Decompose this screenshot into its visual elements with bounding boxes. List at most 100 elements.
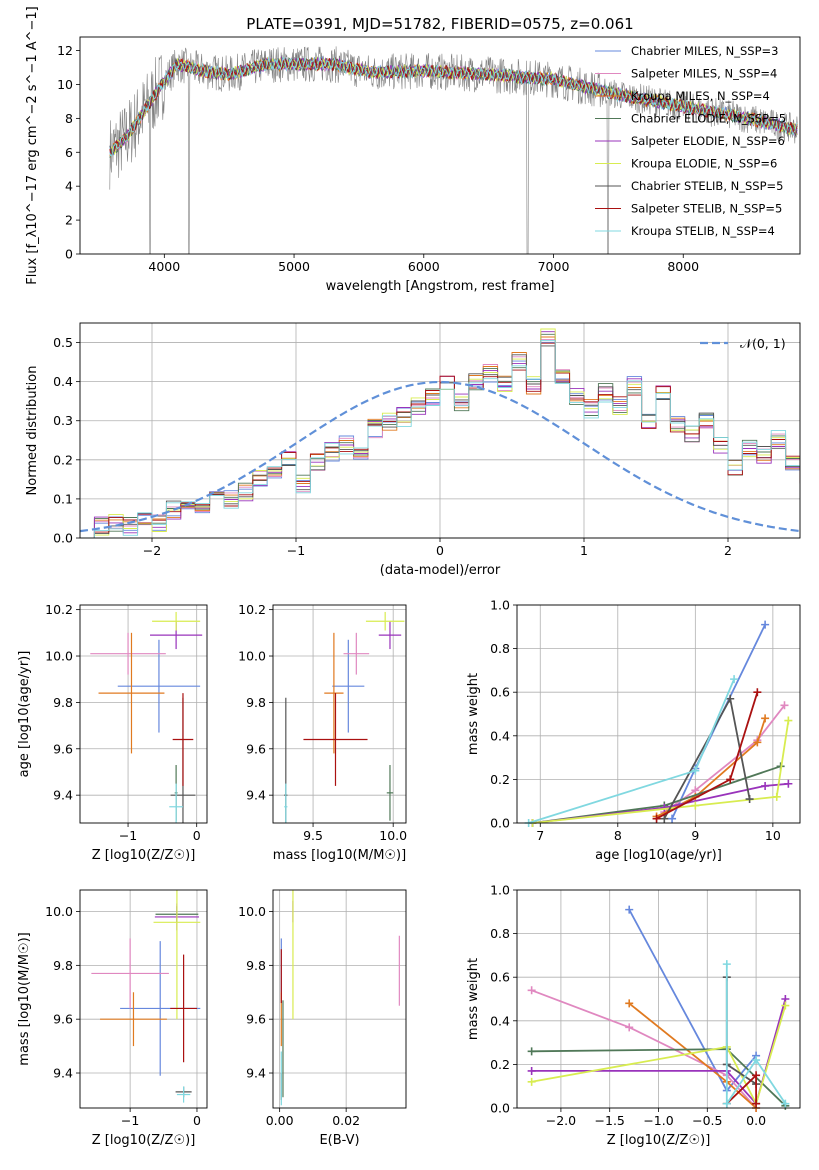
x-tick-label: 0.02: [332, 1113, 360, 1128]
y-tick-label: 10.2: [238, 602, 266, 617]
normal-curve: [79, 380, 801, 533]
x-axis-label: E(B-V): [319, 1133, 359, 1148]
y-tick-label: 0.1: [53, 491, 73, 506]
mass-weight-marker: [726, 694, 735, 703]
x-axis-label: wavelength [Angstrom, rest frame]: [326, 279, 555, 294]
y-tick-label: 10.2: [45, 602, 73, 617]
y-tick-label: 10.0: [238, 904, 266, 919]
x-axis-label: Z [log10(Z/Z☉)]: [92, 848, 196, 863]
residual-hist-panel: −2 −1 0 1 2 0.0 0.1 0.2 0.3 0.4 0.5 (data-model)/er…: [25, 322, 801, 578]
mass-vs-Z-panel: −1 0 9.4 9.6 9.8 10.0 Z [log10(Z/Z☉)] mass [log…: [17, 889, 208, 1148]
legend-label: Kroupa STELIB, N_SSP=4: [631, 224, 775, 238]
legend-label: Kroupa ELODIE, N_SSP=6: [631, 157, 777, 171]
y-tick-label: 9.8: [246, 695, 266, 710]
x-tick-label: −1: [287, 543, 305, 558]
x-tick-label: 0: [193, 1113, 201, 1128]
y-tick-label: 10.0: [45, 649, 73, 664]
mass-weight-marker: [753, 688, 762, 697]
legend-label: Chabrier STELIB, N_SSP=5: [631, 179, 783, 193]
y-axis-label: Normed distribution: [25, 366, 40, 496]
mass-weight-marker: [527, 1066, 536, 1075]
y-tick-label: 0.2: [490, 772, 510, 787]
mass-weight-marker: [722, 960, 731, 969]
y-tick-label: 9.8: [246, 958, 266, 973]
x-tick-label: −1.0: [643, 1113, 673, 1128]
mass-weight-marker: [722, 1099, 731, 1108]
spectrum-panel: 4000 5000 6000 7000 8000 0 2 4 6 8 10 12 wavelength …: [25, 6, 801, 294]
x-tick-label: −0.5: [692, 1113, 722, 1128]
y-tick-label: 0.4: [53, 374, 73, 389]
x-tick-label: 6000: [408, 259, 440, 274]
axes-frame: [272, 889, 407, 1109]
legend-label: Salpeter ELODIE, N_SSP=6: [631, 134, 785, 148]
x-tick-label: 7: [536, 828, 544, 843]
y-tick-label: 9.4: [53, 1066, 73, 1081]
legend-label: Salpeter STELIB, N_SSP=5: [631, 202, 782, 216]
mass-weight-marker: [752, 1099, 761, 1108]
y-tick-label: 0.4: [490, 1013, 510, 1028]
axes-frame: [79, 322, 801, 539]
x-tick-label: 10: [765, 828, 781, 843]
mass-weight-marker: [761, 714, 770, 723]
mass-weight-marker: [625, 1023, 634, 1032]
mass-weight-marker: [781, 1099, 790, 1108]
y-tick-label: 2: [65, 213, 73, 228]
legend-label: Salpeter MILES, N_SSP=4: [631, 67, 777, 81]
mass-vs-EBV-panel: 0.00 0.02 9.4 9.6 9.8 10.0 E(B-V): [238, 889, 407, 1148]
mass-weight-line: [531, 1005, 787, 1106]
x-tick-label: −1: [121, 1113, 139, 1128]
x-tick-label: 4000: [148, 259, 180, 274]
mass-weight-marker: [527, 986, 536, 995]
mass-weight-marker: [625, 905, 634, 914]
x-tick-label: −2: [143, 543, 161, 558]
y-tick-label: 0.0: [53, 531, 73, 546]
x-tick-label: 9: [691, 828, 699, 843]
mass-weight-line: [531, 998, 787, 1106]
x-tick-label: −2.0: [546, 1113, 576, 1128]
axes-frame: [516, 889, 801, 1109]
x-tick-label: 9.5: [303, 828, 323, 843]
y-tick-label: 9.8: [53, 958, 73, 973]
y-tick-label: 4: [65, 179, 73, 194]
mass-weight-marker: [753, 738, 762, 747]
mass-weight-marker: [761, 620, 770, 629]
legend-label: Chabrier MILES, N_SSP=3: [631, 44, 778, 58]
x-tick-label: 5000: [278, 259, 310, 274]
y-tick-label: 9.4: [246, 1066, 266, 1081]
x-tick-label: 1: [580, 543, 588, 558]
age-vs-mass-panel: 9.5 10.0 9.4 9.6 9.8 10.0 10.2 mass [log10(M/M☉…: [238, 602, 407, 863]
mass-weight-line: [528, 678, 735, 824]
y-tick-label: 0.2: [490, 1057, 510, 1072]
y-axis-label: Flux [f_λ10^−17 erg cm^−2 s^−1 A^−1]: [25, 6, 40, 284]
x-axis-label: mass [log10(M/M☉)]: [273, 848, 406, 863]
x-tick-label: 0: [436, 543, 444, 558]
y-tick-label: 0.0: [490, 816, 510, 831]
y-tick-label: 10.0: [238, 649, 266, 664]
mass-weight-marker: [784, 779, 793, 788]
mass-weight-marker: [660, 814, 669, 823]
mass-weight-marker: [761, 781, 770, 790]
mass-weight-marker: [730, 675, 739, 684]
y-tick-label: 9.4: [246, 788, 266, 803]
y-tick-label: 0.0: [490, 1101, 510, 1116]
y-axis-label: age [log10(age/yr)]: [17, 651, 32, 778]
y-tick-label: 10.0: [45, 904, 73, 919]
x-axis-label: Z [log10(Z/Z☉)]: [607, 1133, 711, 1148]
mass-weight-vs-Z-panel: −2.0 −1.5 −1.0 −0.5 0.0 0.0 0.2 0.4 0.6 0.8 1.0 Z […: [466, 883, 801, 1148]
x-axis-label: age [log10(age/yr)]: [595, 848, 722, 863]
y-axis-label: mass weight: [466, 958, 481, 1040]
figure-title: PLATE=0391, MJD=51782, FIBERID=0575, z=0…: [246, 15, 633, 33]
y-tick-label: 9.6: [246, 741, 266, 756]
axes-frame: [79, 36, 801, 255]
histogram-step-line: [80, 341, 800, 538]
x-tick-label: −1.5: [595, 1113, 625, 1128]
mass-weight-marker: [527, 1047, 536, 1056]
mass-weight-line: [532, 720, 790, 824]
x-tick-label: −1: [119, 828, 137, 843]
y-tick-label: 9.6: [246, 1012, 266, 1027]
axes-frame: [79, 604, 208, 824]
y-tick-label: 0.4: [490, 728, 510, 743]
mass-weight-marker: [784, 716, 793, 725]
y-tick-label: 0.6: [490, 685, 510, 700]
y-tick-label: 6: [65, 145, 73, 160]
